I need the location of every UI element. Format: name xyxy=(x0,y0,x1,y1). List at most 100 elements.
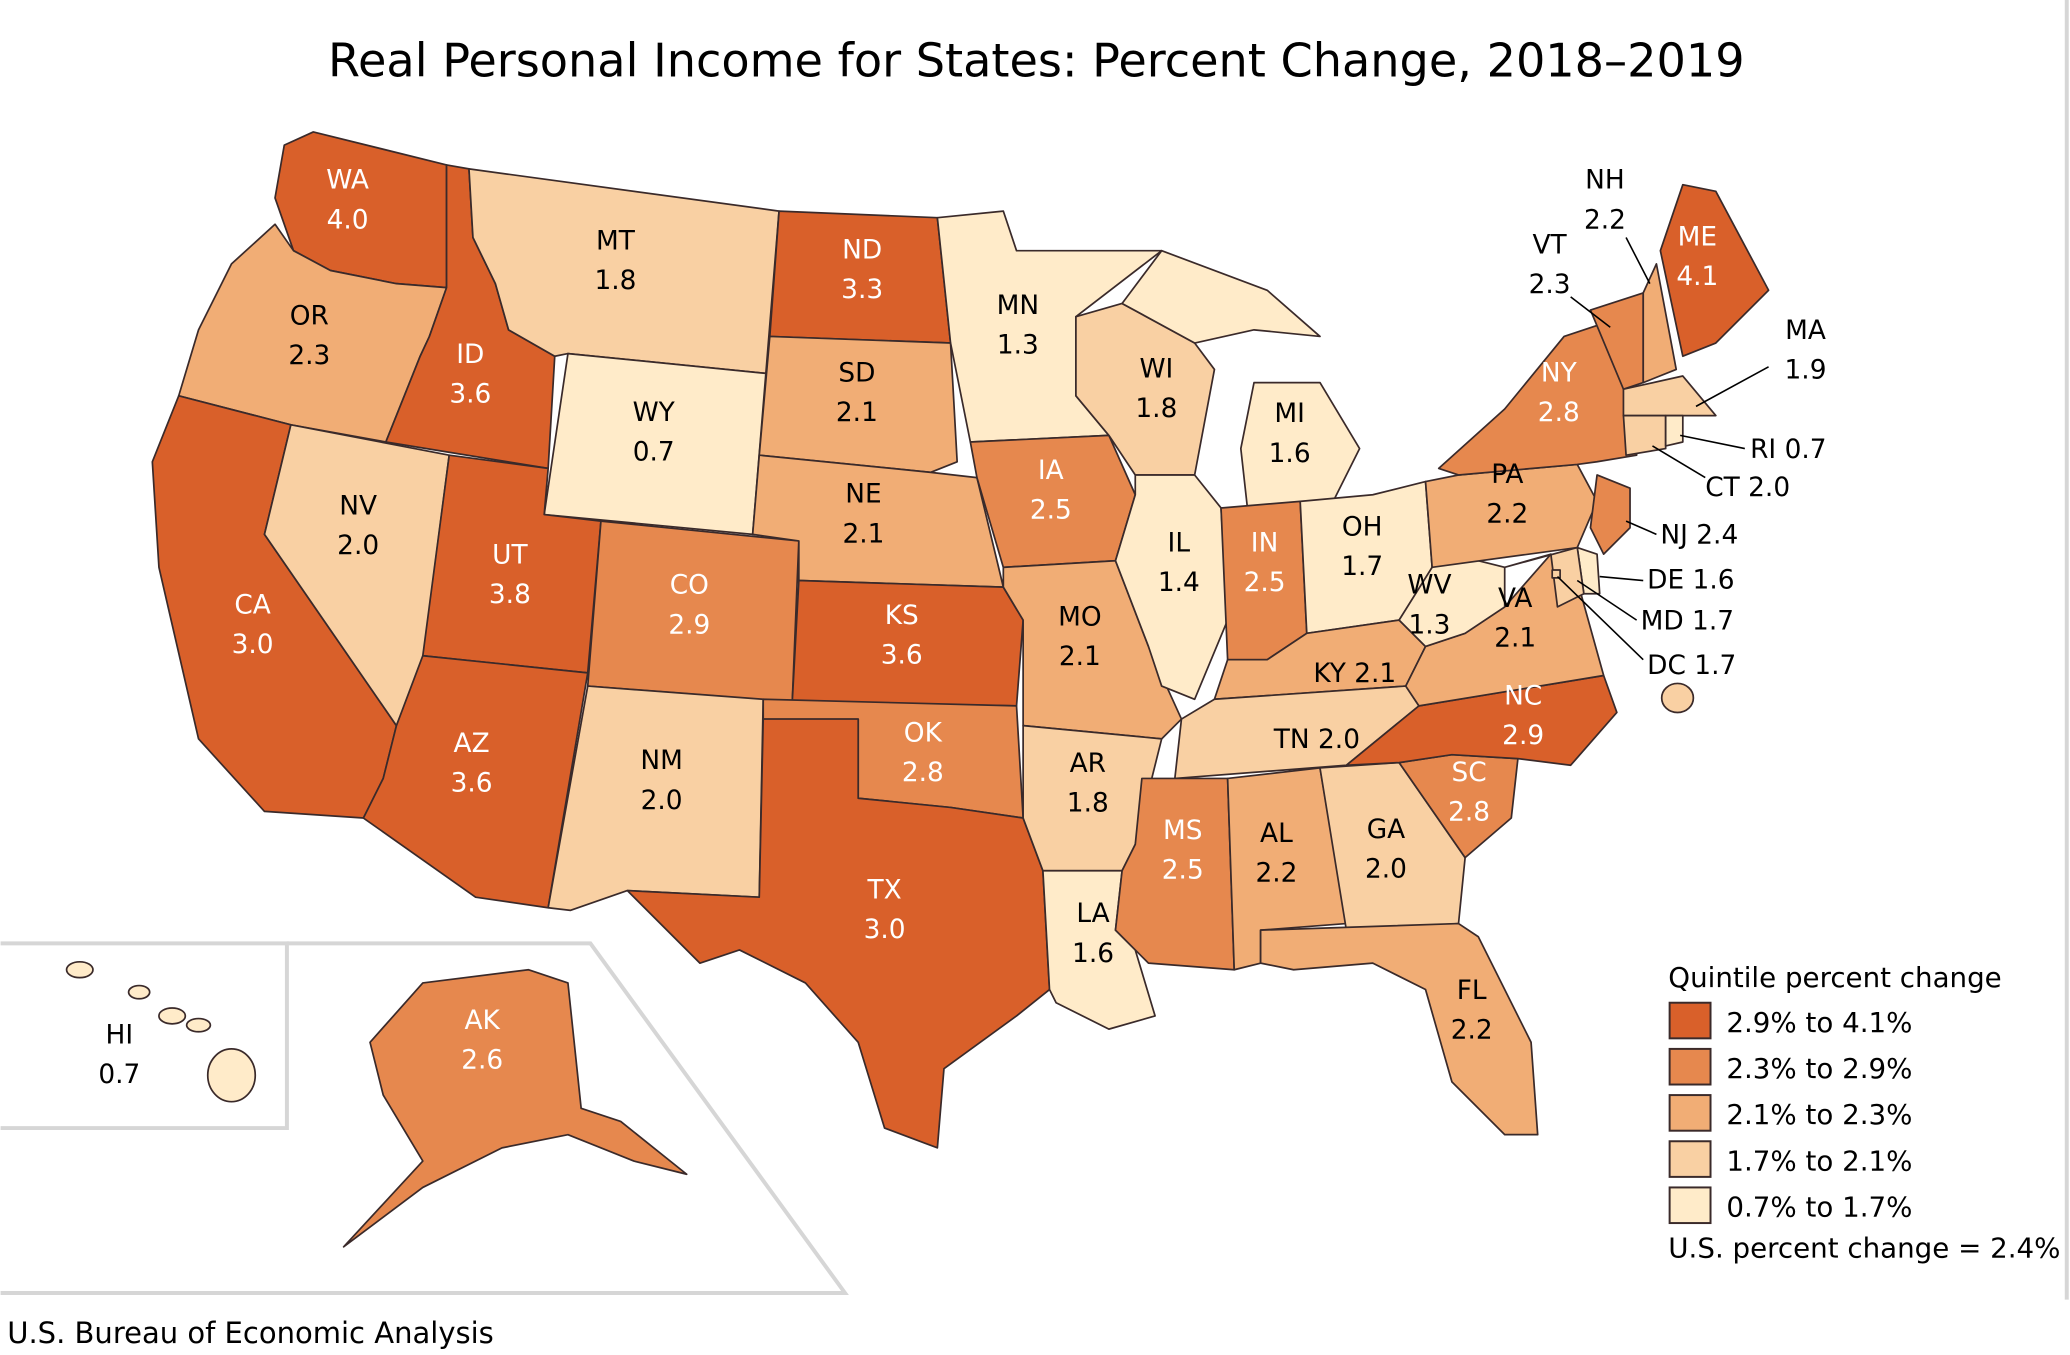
state-label-abbr: RI xyxy=(1750,435,1776,465)
state-label-abbr: AZ xyxy=(454,729,490,759)
state-ak[interactable] xyxy=(342,968,688,1248)
state-label-abbr: SC xyxy=(1451,758,1486,788)
leader-line-ri xyxy=(1680,434,1745,450)
state-tx[interactable] xyxy=(626,718,1051,1149)
hawaii-inset-frame xyxy=(0,941,289,1131)
state-label-value: 2.8 xyxy=(902,758,944,788)
state-label-value: 4.1 xyxy=(1676,262,1718,292)
legend-swatch xyxy=(1668,1140,1712,1178)
legend-swatch xyxy=(1668,1047,1712,1086)
legend-swatch xyxy=(1668,1186,1712,1225)
state-label-value: 2.9 xyxy=(1502,721,1544,751)
state-label: NJ 2.4 xyxy=(1660,521,1738,551)
state-label-value: 3.0 xyxy=(864,915,906,945)
state-label-value: 3.3 xyxy=(841,275,883,305)
state-label-value: 2.5 xyxy=(1162,856,1204,886)
state-label-value: 1.3 xyxy=(1409,610,1451,640)
legend-class-label: 0.7% to 1.7% xyxy=(1726,1190,1912,1223)
state-label-abbr: AK xyxy=(465,1006,501,1036)
alaska-inset-frame xyxy=(0,941,849,1295)
state-sd[interactable] xyxy=(758,335,959,474)
state-label-abbr: LA xyxy=(1076,899,1109,929)
state-label: MD 1.7 xyxy=(1641,606,1734,636)
state-label-abbr: ND xyxy=(842,236,882,266)
state-md[interactable] xyxy=(1503,546,1585,608)
state-hi[interactable] xyxy=(206,1048,257,1103)
state-label-value: 2.3 xyxy=(1529,270,1571,300)
state-label-value: 2.0 xyxy=(1748,473,1790,503)
state-label-value: 2.1 xyxy=(836,398,878,428)
state-fl[interactable] xyxy=(1259,922,1539,1136)
us-percent-change: U.S. percent change = 2.4% xyxy=(1668,1231,2060,1264)
state-mi[interactable] xyxy=(1121,249,1321,344)
state-label-abbr: ME xyxy=(1678,222,1717,252)
state-label-abbr: CO xyxy=(670,571,709,601)
state-labels: WA 4.0 OR 2.3 CA 3.0 ID 3.6 NV 2.0 MT 1.8 WY 0.7 UT 3.8… xyxy=(98,166,1826,1091)
state-label-abbr: GA xyxy=(1367,815,1405,845)
state-az[interactable] xyxy=(362,654,589,909)
leader-line-vt xyxy=(1570,296,1611,328)
state-label-value: 4.0 xyxy=(327,205,369,235)
state-label-value: 2.0 xyxy=(1318,725,1360,755)
state-label-abbr: HI xyxy=(106,1021,134,1051)
state-label-abbr: NV xyxy=(339,492,377,522)
state-label: TN 2.0 xyxy=(1273,725,1360,755)
state-label-value: 1.7 xyxy=(1694,651,1736,681)
state-label-value: 1.6 xyxy=(1693,565,1735,595)
state-hi[interactable] xyxy=(127,984,151,1000)
state-label: DC 1.7 xyxy=(1647,651,1736,681)
state-hi[interactable] xyxy=(158,1007,187,1025)
state-nh[interactable] xyxy=(1642,263,1678,384)
state-dc[interactable] xyxy=(1551,569,1561,579)
state-label-abbr: IN xyxy=(1251,528,1279,558)
legend-class-label: 2.3% to 2.9% xyxy=(1726,1052,1912,1085)
state-label-value: 2.0 xyxy=(337,531,379,561)
legend-swatch xyxy=(1668,1001,1712,1040)
state-label-abbr: NM xyxy=(640,746,682,776)
source-credit: U.S. Bureau of Economic Analysis xyxy=(7,1316,494,1350)
state-ct[interactable] xyxy=(1622,414,1667,457)
state-ri[interactable] xyxy=(1664,414,1684,447)
state-label-abbr: SD xyxy=(838,358,875,388)
state-label-value: 3.8 xyxy=(489,580,531,610)
state-label-value: 2.1 xyxy=(843,519,885,549)
state-label-value: 1.9 xyxy=(1785,356,1827,386)
state-label-value: 3.6 xyxy=(881,641,923,671)
state-il[interactable] xyxy=(1114,474,1229,701)
state-label: RI 0.7 xyxy=(1750,435,1826,465)
state-label-abbr: VA xyxy=(1498,584,1532,614)
state-label-value: 2.3 xyxy=(288,341,330,371)
state-ma[interactable] xyxy=(1622,375,1717,417)
state-hi[interactable] xyxy=(185,1017,212,1033)
leader-line-nj xyxy=(1625,520,1657,536)
dc-callout-circle xyxy=(1660,682,1695,714)
state-label-abbr: NJ xyxy=(1660,521,1688,551)
state-label-abbr: MN xyxy=(997,291,1039,321)
state-label-abbr: PA xyxy=(1491,460,1523,490)
state-hi[interactable] xyxy=(65,960,94,979)
leader-line-de xyxy=(1599,575,1644,582)
state-label-value: 1.6 xyxy=(1072,939,1114,969)
state-label-value: 1.7 xyxy=(1341,552,1383,582)
state-label-abbr: FL xyxy=(1457,976,1487,1006)
state-label-value: 2.0 xyxy=(1365,854,1407,884)
state-me[interactable] xyxy=(1659,183,1770,358)
state-label-abbr: DC xyxy=(1647,651,1686,681)
state-label-abbr: IA xyxy=(1038,456,1064,486)
state-label-abbr: CA xyxy=(234,591,270,621)
state-label-value: 1.7 xyxy=(1692,606,1734,636)
state-label-abbr: MI xyxy=(1274,399,1305,429)
label-leader-lines xyxy=(1556,237,1769,714)
legend-title: Quintile percent change xyxy=(1668,961,2001,994)
state-label-abbr: AR xyxy=(1070,749,1106,779)
state-label-value: 1.8 xyxy=(594,266,636,296)
state-nj[interactable] xyxy=(1589,474,1631,555)
state-label-abbr: NY xyxy=(1541,358,1578,388)
state-label-abbr: MS xyxy=(1163,816,1203,846)
state-ks[interactable] xyxy=(791,579,1024,707)
inset-frames xyxy=(0,0,2069,1300)
state-label-value: 2.5 xyxy=(1244,568,1286,598)
state-label-value: 2.9 xyxy=(668,610,710,640)
state-label-abbr: TX xyxy=(866,875,901,905)
state-label: KY 2.1 xyxy=(1313,659,1396,689)
